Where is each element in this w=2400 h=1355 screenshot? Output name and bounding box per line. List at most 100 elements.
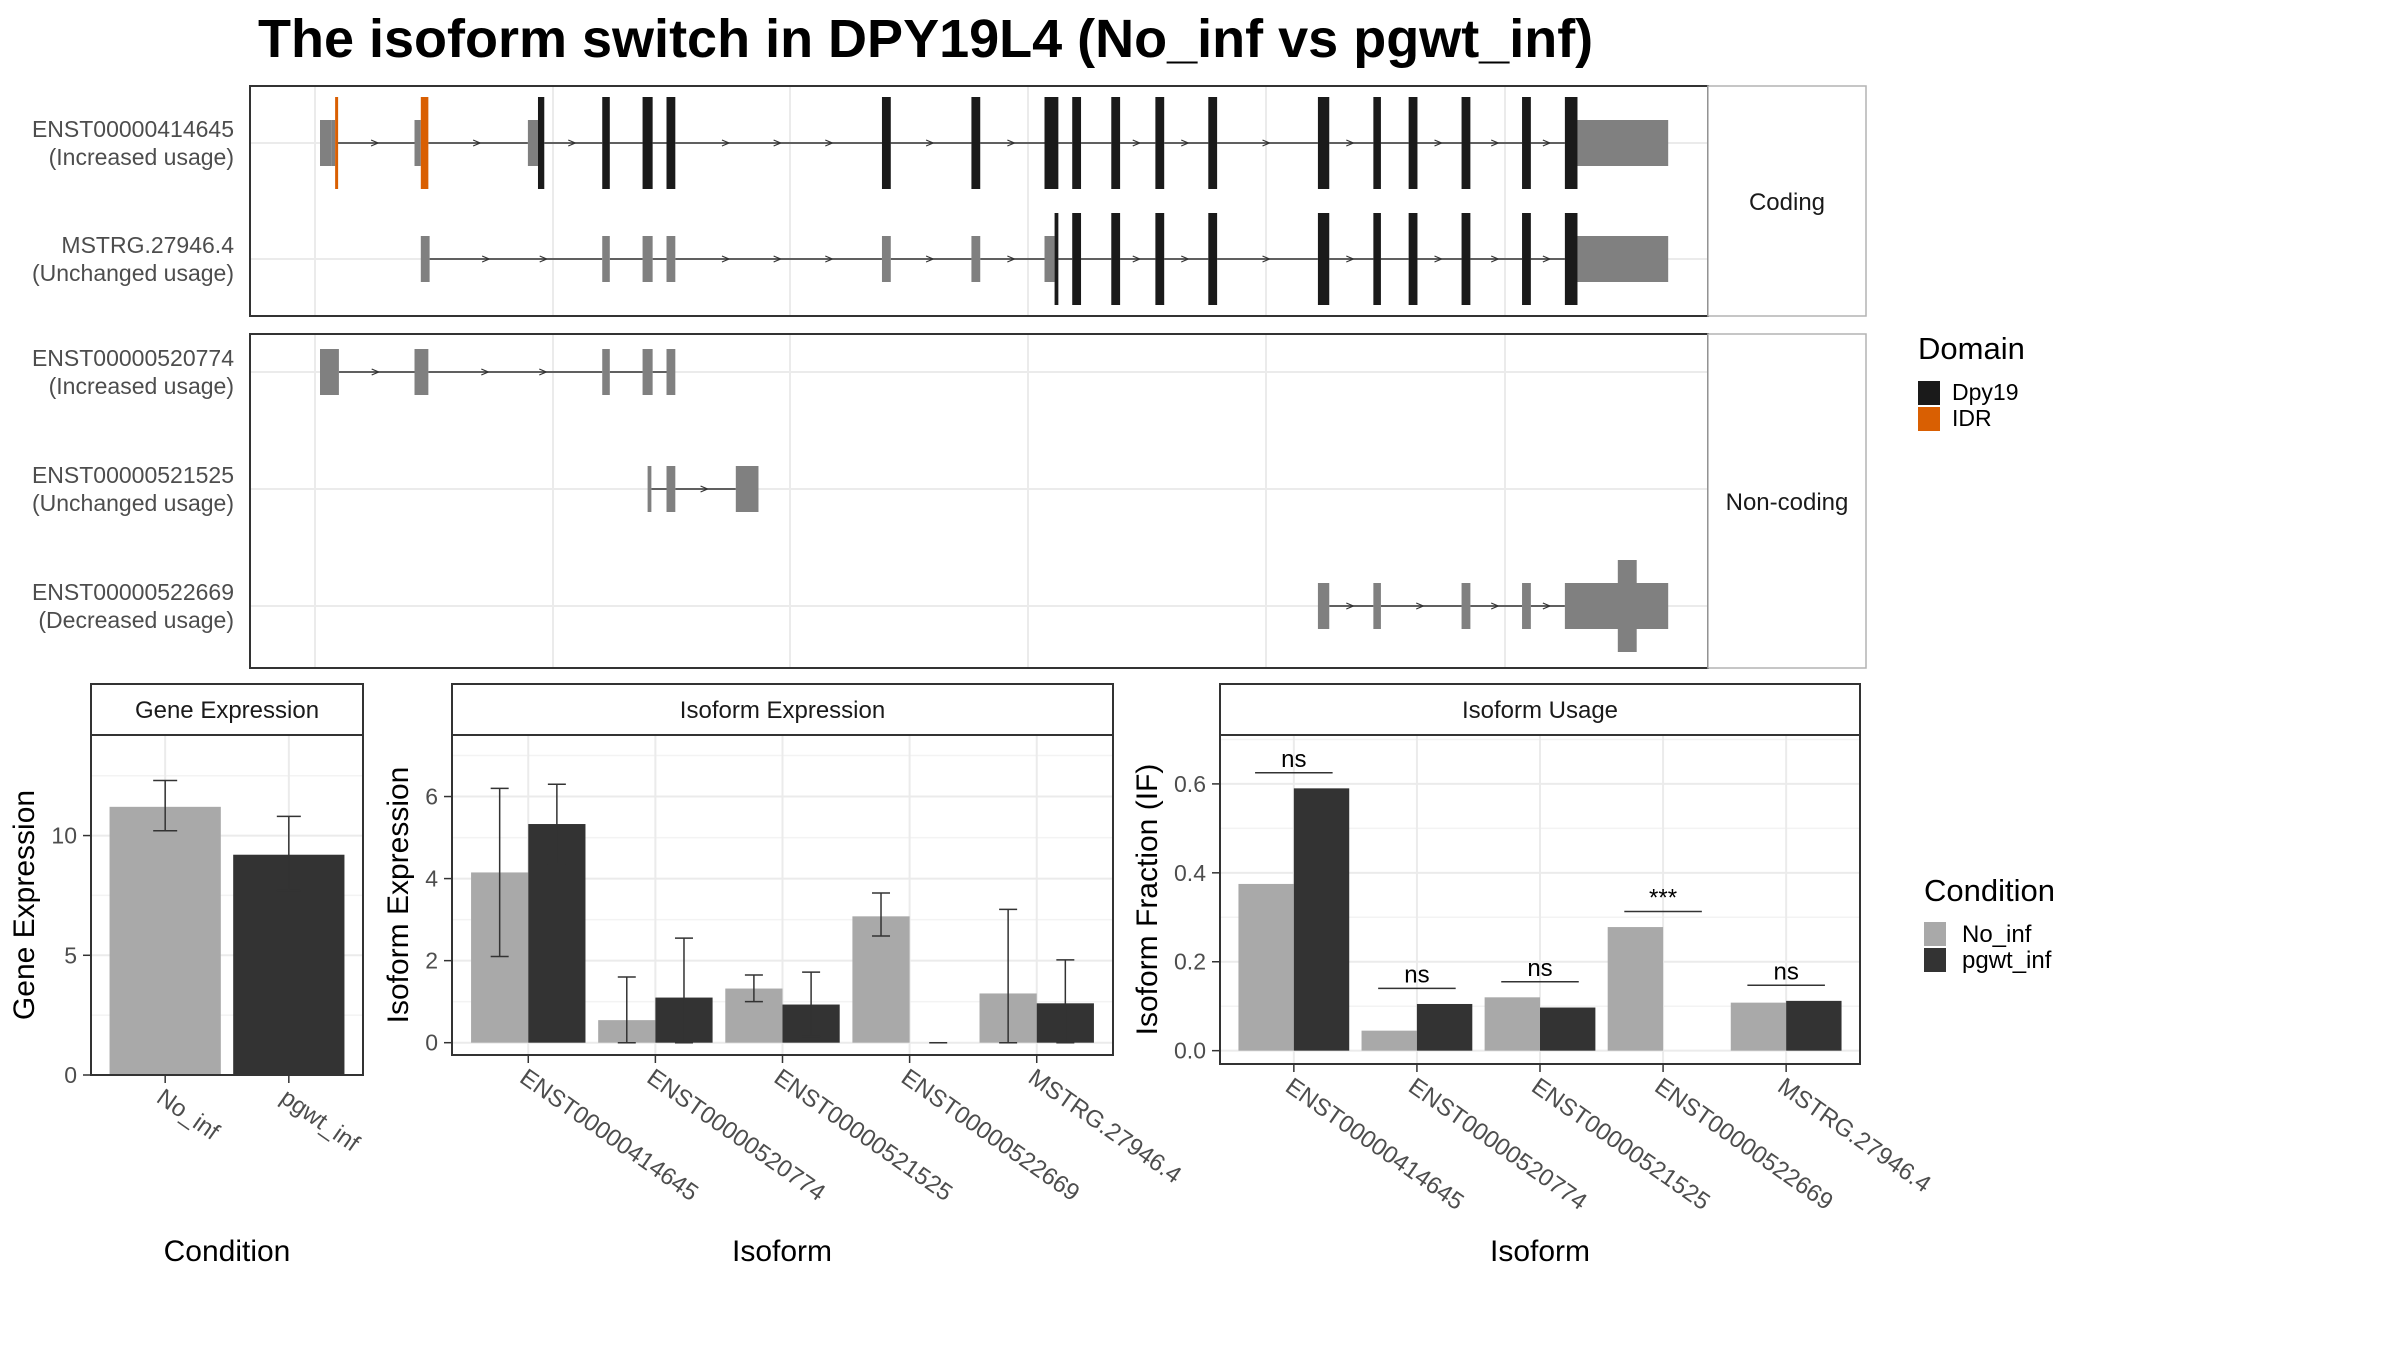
bar-no-inf-enst00000520774 xyxy=(1361,1030,1417,1051)
x-axis-title: Condition xyxy=(164,1235,291,1268)
idr-legend-label: IDR xyxy=(1952,405,1992,431)
utr-exon xyxy=(1577,236,1669,282)
intron-arrow xyxy=(721,139,731,147)
significance-label: ns xyxy=(1281,746,1306,773)
utr-exon xyxy=(1522,583,1531,629)
intron-arrow xyxy=(1490,602,1500,610)
utr-exon xyxy=(331,120,336,166)
intron-arrow xyxy=(1262,139,1272,147)
dpy19-domain-exon xyxy=(1072,97,1082,189)
utr-exon xyxy=(1564,583,1669,629)
pgwt-inf-legend-label: pgwt_inf xyxy=(1962,947,2052,974)
transcript-id-label: ENST00000522669 xyxy=(32,579,234,605)
intron-arrow xyxy=(481,255,491,263)
intron-arrow xyxy=(1346,139,1355,147)
error-bar xyxy=(744,974,763,1003)
utr-exon xyxy=(602,236,610,282)
dpy19-domain-exon xyxy=(1054,213,1059,305)
intron-arrow xyxy=(1542,139,1552,147)
error-bar xyxy=(153,779,178,832)
dpy19-domain-exon xyxy=(971,97,981,189)
bar-no-inf-mstrg-27946-4 xyxy=(1730,1002,1787,1051)
transcript-id-label: ENST00000520774 xyxy=(32,345,234,371)
dpy19-domain-exon xyxy=(1208,213,1218,305)
intron-arrow xyxy=(1346,255,1355,263)
plot-strip xyxy=(451,683,1114,736)
intron-arrow xyxy=(925,139,935,147)
transcript-usage-label: (Increased usage) xyxy=(49,373,234,399)
y-tick-label: 0 xyxy=(425,1030,438,1056)
y-tick-label: 0.4 xyxy=(1174,860,1206,886)
dpy19-domain-exon xyxy=(1317,97,1330,189)
transcript-usage-label: (Unchanged usage) xyxy=(32,260,234,286)
facet-strip xyxy=(1707,85,1867,317)
intron-arrow xyxy=(370,139,380,147)
intron-arrow xyxy=(1542,602,1552,610)
utr-exon xyxy=(666,236,676,282)
intron-arrow xyxy=(773,139,783,147)
intron-arrow xyxy=(1346,602,1355,610)
bar-no-inf-enst00000522669 xyxy=(852,916,910,1043)
chart-gene-expression: Gene Expression 0 5 10 No_inf pgwt_inf Gene Ex… xyxy=(8,683,364,1268)
y-axis-title: Gene Expression xyxy=(8,790,41,1020)
dpy19-domain-exon xyxy=(1461,97,1471,189)
significance-label: ns xyxy=(1527,955,1552,982)
intron-arrow xyxy=(1542,255,1552,263)
condition-legend-title: Condition xyxy=(1924,873,2055,908)
transcript-enst00000520774: ENST00000520774(Increased usage) xyxy=(32,345,676,399)
y-axis-title: Isoform Fraction (IF) xyxy=(1131,764,1164,1036)
utr-exon xyxy=(642,236,653,282)
dpy19-domain-exon xyxy=(881,97,891,189)
utr-exon xyxy=(647,466,652,512)
dpy19-domain-exon xyxy=(642,97,653,189)
error-bar xyxy=(547,783,566,865)
intron-arrow xyxy=(1007,139,1016,147)
intron-arrow xyxy=(773,255,783,263)
plot-strip-label: Gene Expression xyxy=(135,697,319,724)
dpy19-domain-exon xyxy=(1044,97,1059,189)
significance-label: ns xyxy=(1404,961,1429,988)
intron-arrow xyxy=(1416,602,1425,610)
idr-legend-key xyxy=(1918,407,1940,431)
dpy19-domain-exon xyxy=(602,97,610,189)
y-tick-label: 0.6 xyxy=(1174,771,1206,797)
intron-arrow xyxy=(539,255,549,263)
bar-pgwt-inf-enst00000414645 xyxy=(1293,788,1350,1051)
utr-exon xyxy=(1373,583,1381,629)
error-bar xyxy=(276,815,301,892)
intron-arrow xyxy=(1434,255,1444,263)
dpy19-domain-exon xyxy=(1373,97,1381,189)
intron-arrow xyxy=(568,139,577,147)
x-axis-title: Isoform xyxy=(1490,1235,1590,1268)
intron-arrow xyxy=(1434,139,1444,147)
dpy19-domain-exon xyxy=(1564,213,1578,305)
bar-no-inf-enst00000521525 xyxy=(1484,997,1540,1051)
utr-exon xyxy=(414,349,429,395)
dpy19-domain-exon xyxy=(666,97,676,189)
idr-domain-exon xyxy=(420,97,429,189)
no-inf-legend-key xyxy=(1924,922,1946,946)
intron-arrow xyxy=(925,255,935,263)
utr-exon xyxy=(420,236,430,282)
dpy19-domain-exon xyxy=(537,97,545,189)
y-tick-label: 5 xyxy=(64,942,77,968)
no-inf-legend-label: No_inf xyxy=(1962,921,2032,948)
utr-exon xyxy=(414,120,421,166)
bar-no-inf-enst00000414645 xyxy=(1238,883,1294,1051)
y-tick-label: 2 xyxy=(425,948,438,974)
intron-arrow xyxy=(1490,255,1500,263)
y-tick-label: 0.2 xyxy=(1174,949,1206,975)
intron-arrow xyxy=(1132,139,1142,147)
utr-exon xyxy=(666,466,676,512)
bar-pgwt-inf-enst00000520774 xyxy=(1416,1003,1473,1051)
error-bar xyxy=(674,937,693,1044)
transcript-id-label: MSTRG.27946.4 xyxy=(61,232,234,258)
dpy19-domain-exon xyxy=(1408,213,1418,305)
y-tick-label: 0.0 xyxy=(1174,1038,1206,1064)
plot-strip xyxy=(1219,683,1861,736)
error-bar xyxy=(617,976,636,1044)
utr-exon xyxy=(642,349,653,395)
dpy19-domain-exon xyxy=(1111,213,1121,305)
